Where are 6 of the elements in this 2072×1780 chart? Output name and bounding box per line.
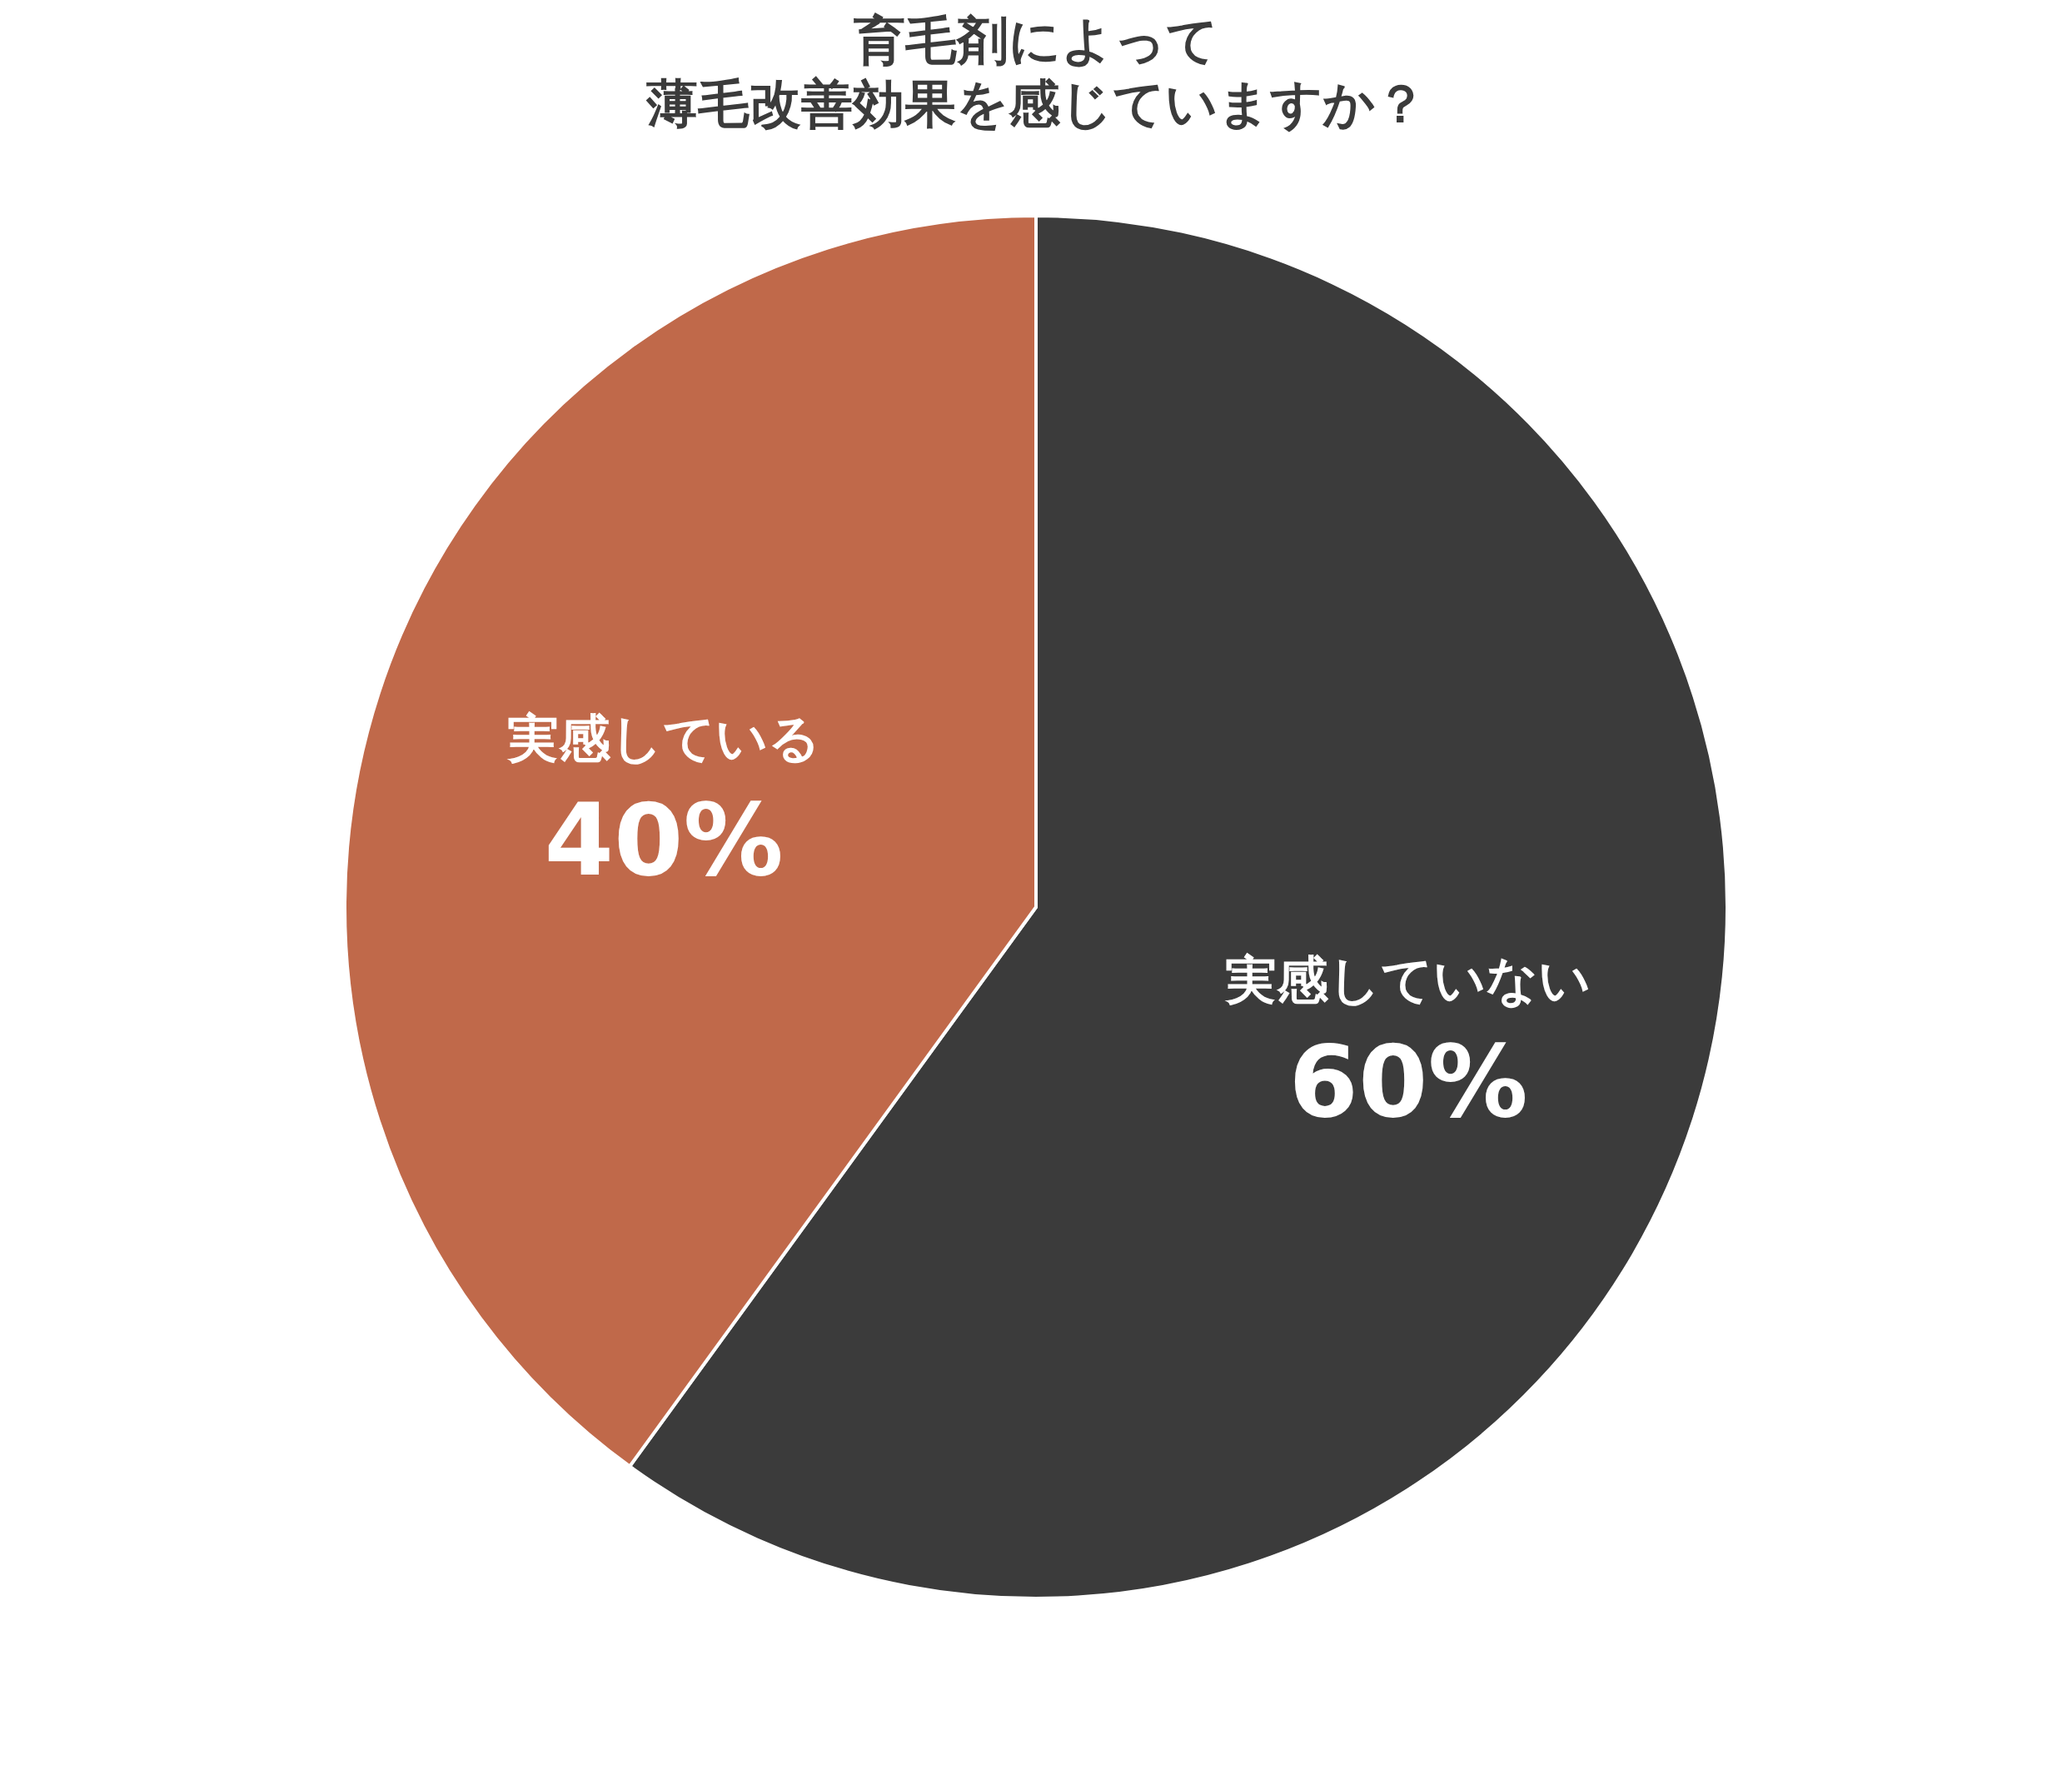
chart-subtitle: 薄毛改善効果を感じていますか？: [645, 73, 1427, 134]
chart-title: 育毛剤によって: [853, 10, 1218, 71]
slice-label: 実感している: [506, 707, 820, 769]
data-label: 60%: [1288, 1024, 1528, 1140]
data-label: 40%: [544, 781, 784, 898]
slice-label: 実感していない: [1224, 950, 1591, 1011]
